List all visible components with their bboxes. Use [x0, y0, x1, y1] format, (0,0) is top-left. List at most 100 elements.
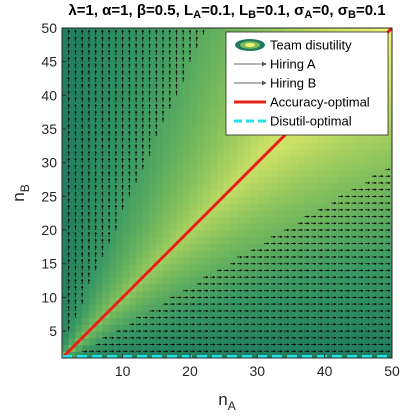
heatmap-cell [338, 256, 346, 265]
heatmap-cell [304, 270, 312, 278]
heatmap-cell [82, 68, 90, 76]
heatmap-cell [317, 290, 326, 298]
heatmap-cell [230, 155, 238, 164]
heatmap-cell [317, 310, 326, 319]
heatmap-cell [163, 236, 171, 245]
heatmap-cell [88, 169, 97, 177]
heatmap-cell [365, 331, 373, 339]
heatmap-cell [351, 344, 359, 352]
heatmap-cell [290, 297, 299, 305]
heatmap-cell [203, 122, 211, 130]
heatmap-cell [277, 256, 285, 265]
heatmap-cell [317, 351, 326, 358]
heatmap-cell [102, 230, 110, 238]
heatmap-cell [149, 122, 157, 130]
heatmap-cell [102, 54, 110, 63]
heatmap-cell [196, 297, 205, 305]
heatmap-cell [290, 149, 299, 157]
heatmap-cell [338, 230, 346, 238]
heatmap-cell [378, 176, 386, 184]
heatmap-cell [163, 256, 171, 265]
heatmap-cell [163, 290, 171, 298]
heatmap-cell [95, 250, 103, 258]
heatmap-cell [203, 344, 211, 352]
heatmap-cell [344, 209, 353, 218]
heatmap-cell [250, 209, 258, 218]
heatmap-cell [88, 48, 97, 56]
heatmap-cell [223, 135, 231, 144]
heatmap-cell [250, 155, 258, 164]
heatmap-cell [250, 290, 258, 298]
heatmap-cell [250, 169, 258, 177]
heatmap-cell [210, 337, 218, 346]
heatmap-cell [331, 263, 339, 272]
heatmap-cell [142, 155, 151, 164]
heatmap-cell [344, 250, 353, 258]
heatmap-cell [68, 236, 77, 245]
heatmap-cell [82, 176, 90, 184]
heatmap-cell [297, 324, 306, 332]
heatmap-cell [95, 297, 103, 305]
heatmap-cell [142, 317, 151, 325]
heatmap-cell [122, 176, 130, 184]
y-tick-label: 15 [41, 256, 57, 272]
heatmap-cell [203, 48, 211, 56]
heatmap-cell [243, 256, 252, 265]
heatmap-cell [163, 129, 171, 137]
heatmap-cell [102, 182, 110, 191]
heatmap-cell [257, 250, 265, 258]
heatmap-cell [351, 176, 359, 184]
heatmap-cell [297, 344, 306, 352]
heatmap-cell [365, 351, 373, 358]
heatmap-cell [102, 250, 110, 258]
heatmap-cell [324, 270, 332, 278]
heatmap-cell [284, 149, 292, 157]
heatmap-cell [385, 277, 392, 285]
heatmap-cell [75, 304, 83, 312]
heatmap-cell [95, 230, 103, 238]
heatmap-cell [371, 162, 380, 171]
heatmap-cell [163, 41, 171, 49]
heatmap-cell [230, 283, 238, 292]
heatmap-cell [75, 189, 83, 197]
heatmap-cell [331, 331, 339, 339]
heatmap-cell [216, 176, 225, 184]
heatmap-cell [102, 135, 110, 144]
heatmap-cell [169, 203, 178, 211]
heatmap-cell [68, 310, 77, 319]
heatmap-cell [189, 122, 198, 130]
heatmap-cell [102, 277, 110, 285]
heatmap-cell [136, 34, 144, 43]
heatmap-cell [210, 142, 218, 150]
heatmap-cell [196, 28, 205, 36]
heatmap-cell [68, 129, 77, 137]
heatmap-cell [284, 331, 292, 339]
heatmap-cell [344, 189, 353, 197]
heatmap-cell [102, 149, 110, 157]
heatmap-cell [189, 270, 198, 278]
heatmap-cell [210, 236, 218, 245]
heatmap-cell [304, 149, 312, 157]
heatmap-cell [122, 277, 130, 285]
heatmap-cell [176, 54, 184, 63]
heatmap-cell [250, 203, 258, 211]
heatmap-cell [122, 203, 130, 211]
heatmap-cell [250, 283, 258, 292]
heatmap-cell [142, 182, 151, 191]
heatmap-cell [230, 256, 238, 265]
heatmap-cell [136, 216, 144, 224]
heatmap-cell [385, 142, 392, 150]
y-tick-label: 25 [41, 188, 57, 204]
heatmap-cell [95, 149, 103, 157]
heatmap-cell [176, 331, 184, 339]
heatmap-cell [82, 209, 90, 218]
heatmap-cell [102, 209, 110, 218]
heatmap-cell [142, 169, 151, 177]
heatmap-cell [142, 263, 151, 272]
heatmap-cell [378, 250, 386, 258]
heatmap-cell [136, 297, 144, 305]
heatmap-cell [95, 61, 103, 69]
heatmap-cell [196, 61, 205, 69]
heatmap-cell [284, 135, 292, 144]
heatmap-cell [169, 88, 178, 96]
